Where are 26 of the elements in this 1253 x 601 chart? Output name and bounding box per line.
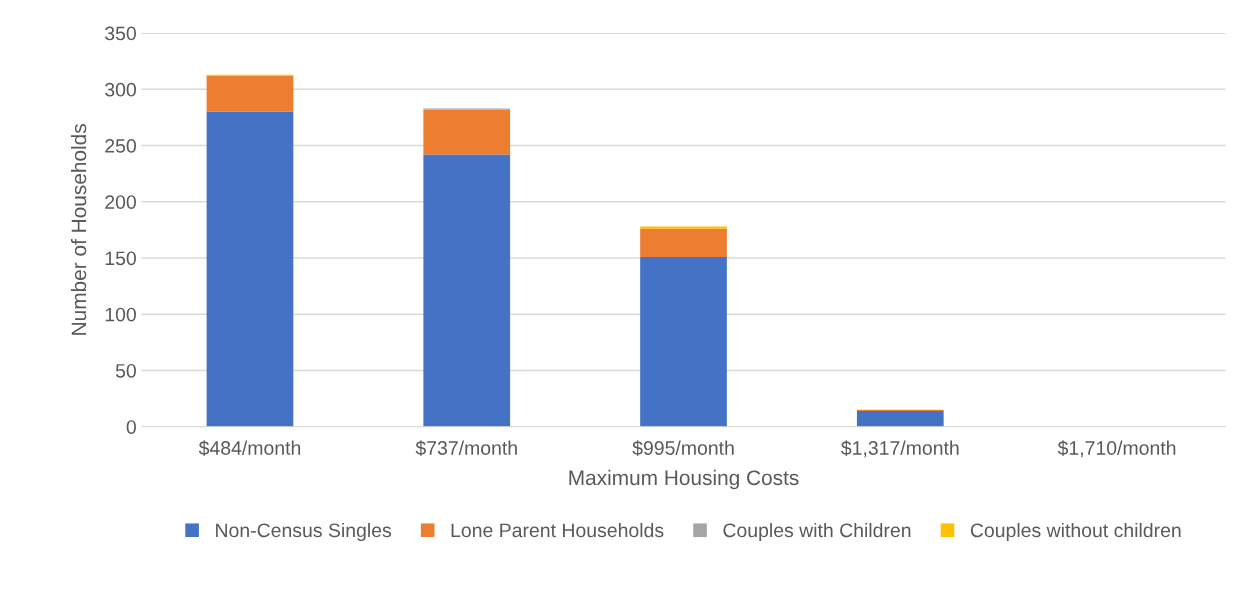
x-tick-label: $484/month: [198, 440, 301, 457]
x-tick-label: $995/month: [632, 440, 734, 457]
x-axis-title: Maximum Housing Costs: [569, 469, 799, 490]
y-tick-label: 200: [105, 195, 136, 209]
y-tick-label: 150: [105, 251, 136, 266]
bar: [206, 75, 294, 112]
bar: [206, 111, 294, 427]
y-tick-label: 100: [105, 307, 136, 322]
x-tick-label: $1,710/month: [1057, 440, 1176, 458]
y-tick-label: 300: [105, 82, 136, 97]
x-tick-label: $1,317/month: [841, 440, 959, 458]
legend-label: Couples without children: [970, 522, 1181, 542]
y-tick-label: 250: [105, 139, 136, 153]
legend-label: Lone Parent Households: [451, 522, 664, 538]
legend-label: Couples with Children: [723, 522, 911, 542]
bar: [856, 410, 944, 427]
bar: [640, 228, 727, 257]
bar: [423, 154, 511, 427]
y-tick-label: 50: [115, 363, 136, 378]
x-tick-label: $737/month: [415, 440, 517, 457]
y-tick-label: 350: [105, 26, 136, 41]
y-axis-title: Number of Households: [70, 124, 87, 335]
bar: [423, 109, 511, 155]
y-tick-label: 0: [126, 420, 136, 434]
legend-label: Non-Census Singles: [216, 522, 392, 542]
bar: [640, 256, 727, 427]
